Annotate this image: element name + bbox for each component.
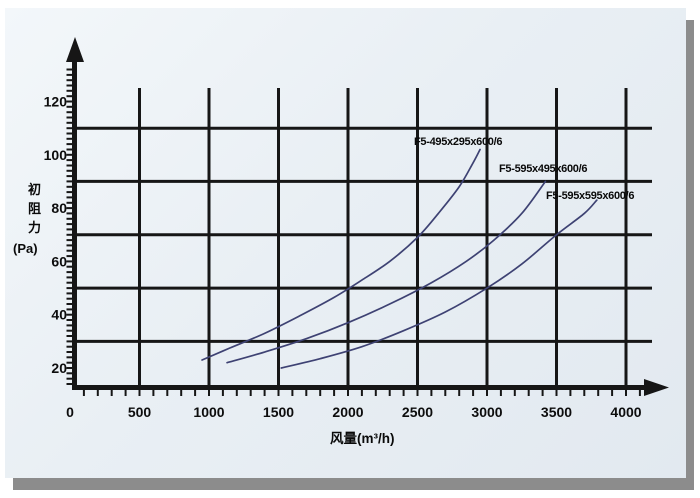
x-tick-label: 1000 (193, 404, 224, 420)
x-axis-line (72, 385, 648, 390)
series-label-f5-595x595x600: F5-595x595x600/6 (546, 190, 635, 202)
y-tick-label: 120 (44, 94, 68, 110)
y-tick-label: 80 (51, 200, 67, 216)
x-tick-label: 500 (128, 404, 152, 420)
y-tick-label: 40 (51, 307, 67, 323)
curve-3 (280, 199, 598, 369)
x-tick-label: 3000 (471, 404, 502, 420)
x-tick-label: 2000 (332, 404, 363, 420)
y-tick-label: 20 (51, 360, 67, 376)
y-tick-label: 60 (51, 253, 67, 269)
x-axis-title: 风量(m³/h) (330, 431, 395, 446)
series-label-f5-595x495x600: F5-595x495x600/6 (499, 163, 588, 175)
x-tick-label: 2500 (402, 404, 433, 420)
y-axis-line (72, 55, 77, 390)
x-tick-label: 1500 (263, 404, 294, 420)
x-axis-arrow-icon (644, 379, 669, 396)
series-label-f5-495x295x600: F5-495x295x600/6 (414, 136, 503, 148)
curve-2 (226, 180, 547, 364)
x-tick-label: 0 (66, 404, 74, 420)
x-tick-label: 4000 (610, 404, 641, 420)
x-tick-label: 3500 (541, 404, 572, 420)
y-axis-arrow-icon (66, 37, 84, 62)
chart-card (5, 8, 686, 478)
y-tick-label: 100 (44, 147, 68, 163)
y-axis-unit: (Pa) (13, 241, 38, 256)
y-axis-title: 初阻力 (27, 182, 41, 235)
curve-1 (201, 148, 481, 361)
